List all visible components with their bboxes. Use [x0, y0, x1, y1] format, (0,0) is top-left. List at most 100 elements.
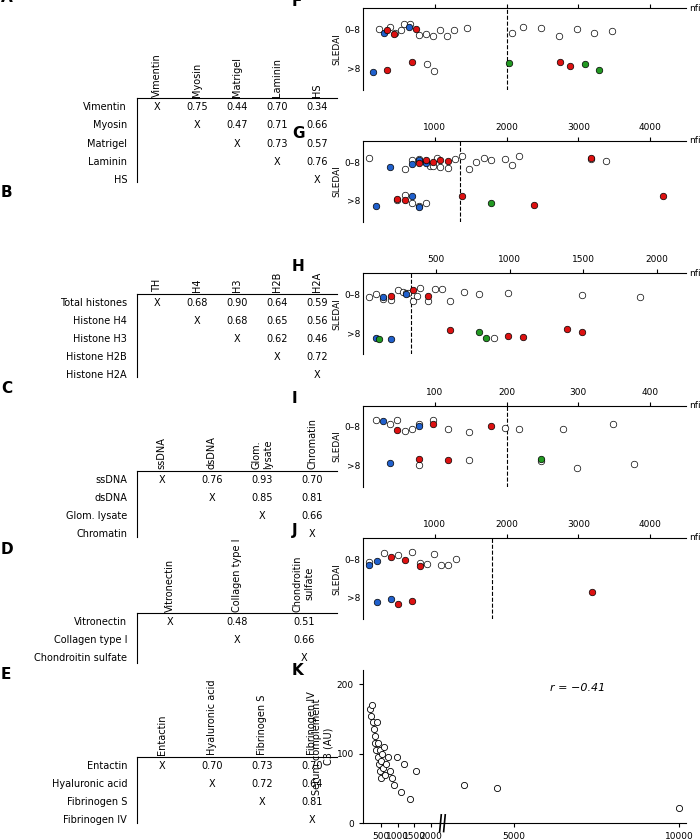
Point — [481, 331, 492, 344]
Text: G: G — [292, 126, 304, 141]
Point — [607, 417, 618, 431]
Text: Vitronectin: Vitronectin — [74, 617, 127, 627]
Point — [579, 57, 590, 71]
Text: Glom.
lysate: Glom. lysate — [251, 439, 273, 470]
Point — [368, 722, 379, 736]
Text: 0.68: 0.68 — [226, 316, 248, 326]
Point — [377, 415, 388, 428]
Point — [389, 779, 400, 792]
Text: X: X — [167, 617, 174, 627]
Point — [413, 417, 424, 430]
Point — [374, 332, 385, 345]
Point — [132, 93, 141, 103]
Point — [371, 596, 382, 609]
Text: H: H — [292, 259, 304, 274]
Point — [377, 761, 388, 774]
Text: Chromatin: Chromatin — [307, 418, 317, 470]
Point — [364, 555, 375, 569]
Point — [463, 162, 475, 176]
Text: 0.85: 0.85 — [251, 492, 273, 502]
Point — [376, 754, 387, 768]
Point — [375, 743, 386, 757]
Text: H2A: H2A — [312, 271, 322, 291]
Point — [485, 196, 496, 209]
Point — [421, 156, 432, 170]
Point — [561, 322, 573, 335]
Point — [132, 465, 141, 475]
Point — [371, 554, 382, 568]
Text: nfi: nfi — [690, 533, 700, 543]
Text: X: X — [209, 779, 215, 789]
Point — [424, 159, 435, 172]
Point — [384, 160, 395, 174]
Text: 0.72: 0.72 — [306, 352, 328, 361]
Text: 0.48: 0.48 — [226, 617, 248, 627]
Point — [382, 24, 393, 37]
Point — [456, 190, 468, 203]
Point — [406, 197, 417, 210]
Point — [395, 23, 406, 36]
Text: X: X — [309, 528, 316, 538]
Text: nfi: nfi — [690, 4, 700, 13]
Text: X: X — [300, 653, 307, 663]
Point — [132, 288, 141, 298]
Point — [428, 547, 440, 560]
Text: Histone H4: Histone H4 — [74, 316, 127, 326]
Point — [443, 559, 454, 572]
Point — [393, 549, 404, 562]
Text: ssDNA: ssDNA — [95, 475, 127, 485]
Point — [506, 26, 517, 39]
Text: 0.66: 0.66 — [307, 120, 328, 130]
Point — [463, 454, 475, 467]
Text: X: X — [193, 120, 200, 130]
Point — [571, 22, 582, 35]
Point — [407, 294, 419, 307]
Text: Entactin: Entactin — [157, 715, 167, 755]
Point — [503, 286, 514, 300]
Point — [385, 333, 396, 346]
Point — [363, 291, 374, 304]
Point — [403, 20, 414, 34]
Point — [132, 465, 141, 475]
Point — [370, 199, 382, 213]
Text: 0.70: 0.70 — [201, 761, 223, 770]
Point — [370, 743, 382, 757]
Point — [385, 550, 396, 564]
Point — [384, 20, 395, 34]
Point — [435, 24, 446, 37]
Point — [413, 153, 424, 166]
Text: Collagen type I: Collagen type I — [232, 538, 242, 612]
Point — [402, 286, 414, 300]
Point — [132, 93, 141, 103]
Point — [378, 292, 389, 306]
Point — [413, 152, 424, 165]
Text: X: X — [234, 139, 240, 149]
Text: X: X — [209, 492, 215, 502]
Point — [421, 155, 432, 169]
Point — [565, 59, 576, 72]
Point — [368, 716, 379, 729]
Point — [500, 152, 511, 165]
Point — [607, 24, 618, 38]
Point — [635, 291, 646, 304]
Point — [365, 709, 377, 722]
Text: 0.51: 0.51 — [293, 617, 314, 627]
Point — [442, 29, 453, 43]
Point — [413, 200, 424, 213]
Text: C: C — [1, 381, 12, 396]
Point — [132, 176, 141, 186]
Text: Chromatin: Chromatin — [76, 528, 127, 538]
Point — [458, 286, 470, 299]
Text: Fibrinogen S: Fibrinogen S — [257, 695, 267, 755]
Point — [371, 716, 382, 729]
Text: ssDNA: ssDNA — [157, 438, 167, 470]
Text: 0.66: 0.66 — [293, 635, 314, 645]
Point — [442, 154, 453, 167]
Point — [463, 425, 475, 438]
Point — [413, 156, 424, 170]
Text: 0.66: 0.66 — [302, 511, 323, 521]
Point — [586, 151, 597, 165]
Text: X: X — [258, 511, 265, 521]
Point — [384, 417, 395, 431]
Point — [503, 329, 514, 343]
